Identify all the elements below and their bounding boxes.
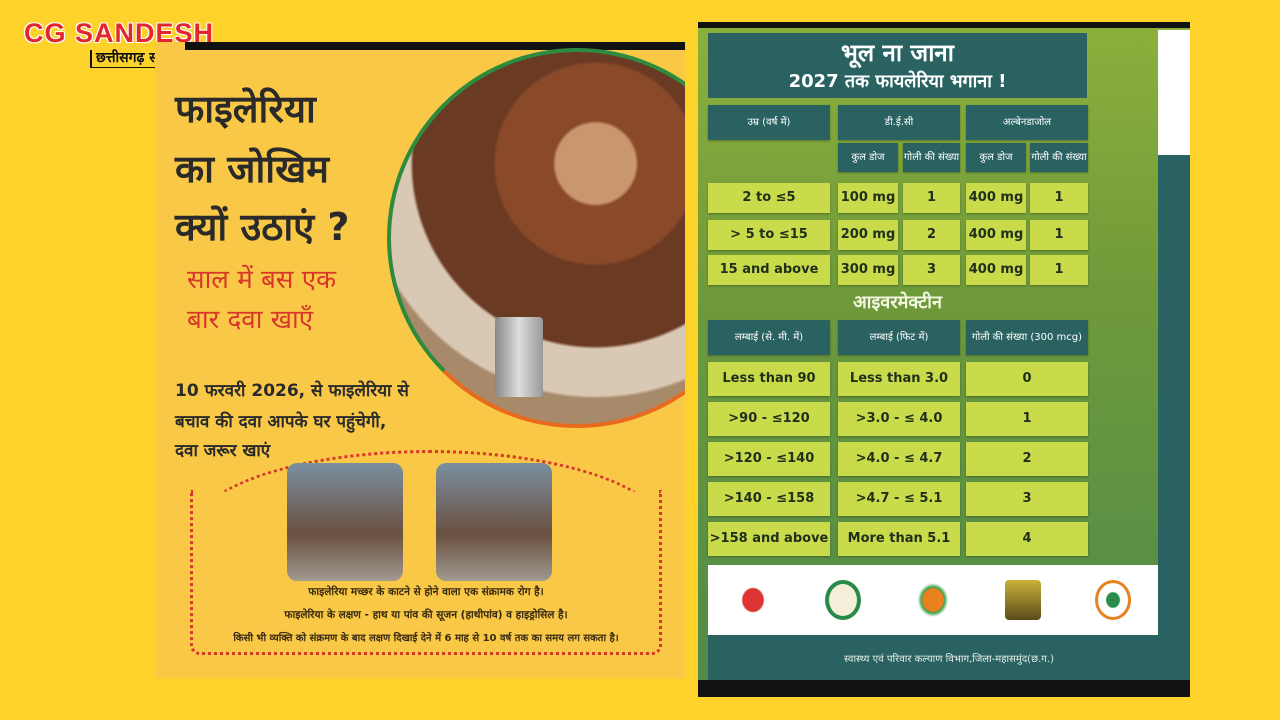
sub-header-cell: गोली की संख्या — [903, 143, 960, 172]
table-cell: 400 mg — [966, 220, 1026, 250]
info-note: फाइलेरिया के लक्षण - हाथ या पांव की सूजन… — [284, 609, 568, 621]
header-line: भूल ना जाना — [841, 39, 954, 67]
table-cell: 1 — [1030, 255, 1088, 285]
poster-bottom-bar — [698, 680, 1190, 697]
poster-title-line: फाइलेरिया — [175, 87, 316, 131]
nhm-logo — [915, 580, 951, 620]
family-logo — [1005, 580, 1041, 620]
table-cell: More than 5.1 — [838, 522, 960, 556]
left-poster: फाइलेरिया का जोखिम क्यों उठाएं ? साल में… — [155, 42, 685, 678]
table-cell: 2 to ≤5 — [708, 183, 830, 213]
mission-logo — [1095, 580, 1131, 620]
table-cell: 1 — [903, 183, 960, 213]
info-note: फाइलेरिया मच्छर के काटने से होने वाला एक… — [308, 586, 544, 598]
ivermectin-header-cell: गोली की संख्या (300 mcg) — [966, 320, 1088, 355]
sub-header-cell: कुल डोज — [966, 143, 1026, 172]
dec-header-cell: डी.ई.सी — [838, 105, 960, 140]
poster-body-line: बचाव की दवा आपके घर पहुंचेगी, — [175, 412, 387, 432]
poster-top-bar — [698, 22, 1190, 28]
table-cell: Less than 3.0 — [838, 362, 960, 396]
side-strip-teal — [1158, 155, 1190, 635]
table-cell: 300 mg — [838, 255, 898, 285]
ivermectin-title: आइवरमेक्टीन — [853, 292, 942, 313]
poster-title-line: का जोखिम — [175, 147, 329, 191]
info-note: किसी भी व्यक्ति को संक्रमण के बाद लक्षण … — [233, 633, 619, 644]
health-dept-logo — [735, 580, 771, 620]
info-dotted-box: फाइलेरिया मच्छर के काटने से होने वाला एक… — [190, 490, 662, 655]
table-cell: > 5 to ≤15 — [708, 220, 830, 250]
poster-subtitle-line: साल में बस एक — [187, 265, 337, 295]
table-cell: >4.0 - ≤ 4.7 — [838, 442, 960, 476]
poster-footer: स्वास्थ्य एवं परिवार कल्याण विभाग,जिला-म… — [708, 635, 1190, 680]
table-cell: >140 - ≤158 — [708, 482, 830, 516]
right-poster: भूल ना जाना 2027 तक फायलेरिया भगाना ! उम… — [698, 22, 1190, 697]
table-cell: >4.7 - ≤ 5.1 — [838, 482, 960, 516]
swollen-legs-photo — [287, 463, 403, 581]
table-cell: 400 mg — [966, 255, 1026, 285]
table-cell: 200 mg — [838, 220, 898, 250]
table-cell: 3 — [966, 482, 1088, 516]
poster-body-line: दवा जरूर खाएं — [175, 441, 271, 461]
table-cell: >90 - ≤120 — [708, 402, 830, 436]
logo-strip — [708, 565, 1158, 635]
table-cell: Less than 90 — [708, 362, 830, 396]
albendazole-header-cell: अल्बेनडाजोल — [966, 105, 1088, 140]
table-cell: >158 and above — [708, 522, 830, 556]
sub-header-cell: गोली की संख्या — [1030, 143, 1088, 172]
poster-top-bar — [185, 42, 685, 50]
table-cell: 3 — [903, 255, 960, 285]
table-cell: 0 — [966, 362, 1088, 396]
table-cell: 4 — [966, 522, 1088, 556]
header-line: 2027 तक फायलेरिया भगाना ! — [788, 71, 1007, 92]
table-cell: >120 - ≤140 — [708, 442, 830, 476]
sub-header-cell: कुल डोज — [838, 143, 898, 172]
ivermectin-header-cell: लम्बाई (फिट में) — [838, 320, 960, 355]
poster-title-line: क्यों उठाएं ? — [175, 205, 350, 249]
table-cell: 1 — [966, 402, 1088, 436]
table-cell: 1 — [1030, 220, 1088, 250]
table-cell: 400 mg — [966, 183, 1026, 213]
govt-emblem-logo — [825, 580, 861, 620]
steel-glass-image — [495, 317, 543, 397]
ivermectin-header-cell: लम्बाई (से. मी. में) — [708, 320, 830, 355]
poster-subtitle-line: बार दवा खाएँ — [187, 305, 314, 335]
poster-header: भूल ना जाना 2027 तक फायलेरिया भगाना ! — [708, 33, 1087, 98]
swollen-foot-photo — [436, 463, 552, 581]
age-header-cell: उम्र (वर्ष में) — [708, 105, 830, 140]
table-cell: >3.0 - ≤ 4.0 — [838, 402, 960, 436]
table-cell: 15 and above — [708, 255, 830, 285]
table-cell: 2 — [903, 220, 960, 250]
table-cell: 100 mg — [838, 183, 898, 213]
side-strip — [1158, 30, 1190, 155]
poster-body-line: 10 फरवरी 2026, से फाइलेरिया से — [175, 381, 409, 401]
table-cell: 2 — [966, 442, 1088, 476]
table-cell: 1 — [1030, 183, 1088, 213]
